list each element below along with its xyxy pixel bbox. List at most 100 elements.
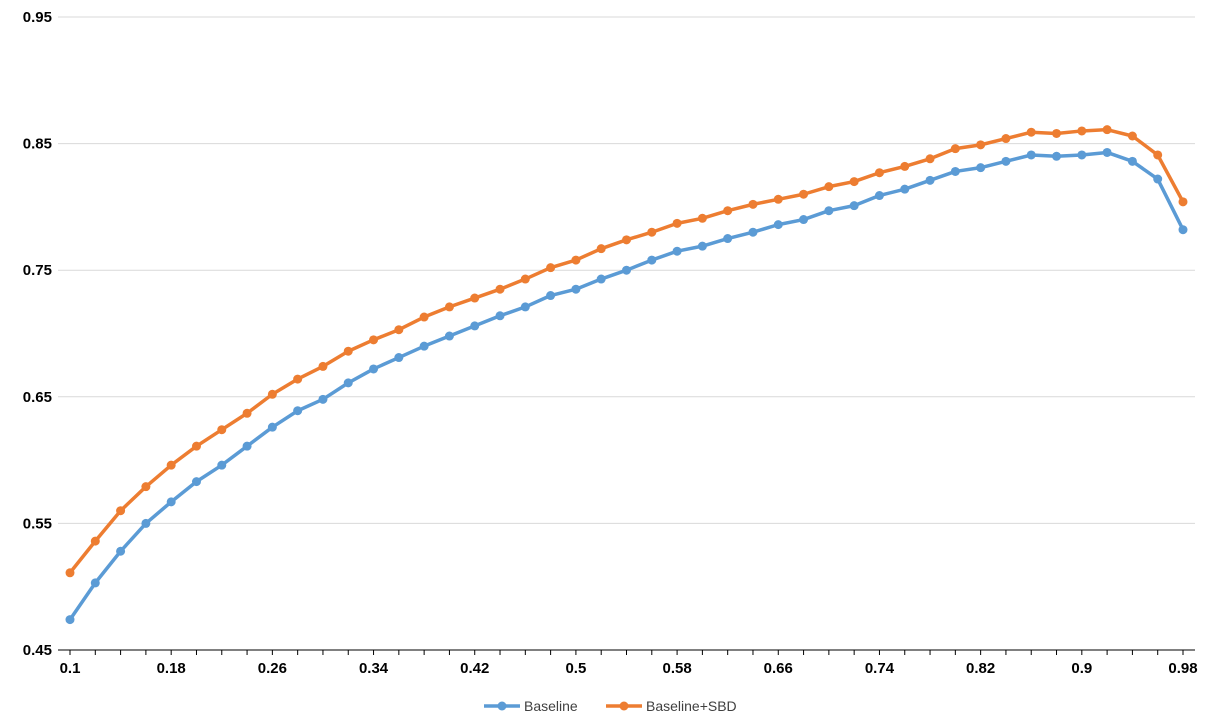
data-point-baseline-sbd	[242, 408, 252, 418]
data-point-baseline	[748, 227, 758, 237]
data-point-baseline-sbd	[622, 235, 631, 245]
data-point-baseline	[191, 477, 201, 487]
data-point-baseline	[1153, 174, 1163, 184]
data-point-baseline	[141, 518, 151, 528]
data-point-baseline-sbd	[596, 244, 606, 254]
data-point-baseline	[470, 321, 480, 331]
data-point-baseline	[90, 578, 100, 588]
legend-swatch-marker	[619, 701, 629, 711]
data-point-baseline	[1052, 151, 1062, 161]
data-point-baseline	[394, 353, 404, 363]
series-line-baseline	[68, 150, 1185, 622]
data-point-baseline	[925, 175, 935, 185]
data-point-baseline-sbd	[394, 325, 404, 335]
data-point-baseline-sbd	[1178, 197, 1188, 207]
data-point-baseline-sbd	[723, 206, 733, 216]
y-tick-label: 0.85	[23, 136, 52, 153]
data-point-baseline	[874, 191, 884, 201]
data-point-baseline-sbd	[141, 482, 151, 492]
data-point-baseline	[622, 265, 631, 275]
data-point-baseline-sbd	[546, 263, 556, 273]
data-point-baseline-sbd	[520, 274, 530, 284]
data-point-baseline-sbd	[672, 218, 682, 228]
data-point-baseline-sbd	[65, 568, 75, 578]
x-tick-label: 0.58	[662, 660, 691, 677]
data-point-baseline-sbd	[571, 255, 581, 265]
data-point-baseline-sbd	[369, 335, 379, 345]
data-point-baseline	[773, 220, 783, 230]
x-tick-label: 0.18	[157, 660, 186, 677]
data-point-baseline-sbd	[343, 346, 353, 356]
data-point-baseline	[596, 274, 606, 284]
data-point-baseline	[343, 378, 353, 388]
data-point-baseline	[318, 394, 328, 404]
series-line-baseline-sbd	[68, 127, 1185, 575]
data-point-baseline	[242, 441, 252, 451]
data-point-baseline-sbd	[318, 361, 328, 371]
data-point-baseline-sbd	[419, 312, 429, 322]
data-point-baseline-sbd	[824, 182, 834, 192]
data-point-baseline	[293, 406, 303, 416]
series-lines	[65, 125, 1188, 625]
data-point-baseline-sbd	[1127, 131, 1137, 141]
data-point-baseline-sbd	[1052, 128, 1062, 138]
data-point-baseline	[1026, 150, 1036, 160]
data-point-baseline	[166, 497, 176, 507]
data-point-baseline	[444, 331, 454, 341]
data-point-baseline	[369, 364, 379, 374]
x-tick-label: 0.5	[565, 660, 586, 677]
data-point-baseline-sbd	[267, 389, 277, 399]
data-point-baseline-sbd	[444, 302, 454, 312]
data-point-baseline-sbd	[773, 194, 783, 204]
data-point-baseline	[976, 163, 986, 173]
data-point-baseline-sbd	[166, 460, 176, 470]
data-point-baseline-sbd	[1153, 150, 1163, 160]
data-point-baseline-sbd	[748, 199, 758, 209]
legend: Baseline Baseline+SBD	[484, 698, 737, 714]
data-point-baseline	[824, 206, 834, 216]
x-tick-label: 0.26	[258, 660, 287, 677]
y-tick-label: 0.45	[23, 642, 52, 659]
data-point-baseline-sbd	[1001, 134, 1011, 144]
data-point-baseline	[217, 460, 227, 470]
x-tick-label: 0.34	[359, 660, 389, 677]
series-baseline	[65, 147, 1188, 625]
legend-swatch-marker	[497, 701, 507, 711]
data-point-baseline	[1001, 156, 1011, 166]
data-point-baseline	[950, 166, 960, 176]
x-tick-label: 0.74	[865, 660, 895, 677]
data-point-baseline-sbd	[900, 161, 910, 171]
data-point-baseline	[697, 241, 707, 251]
data-point-baseline-sbd	[1077, 126, 1087, 136]
y-tick-label: 0.55	[23, 515, 52, 532]
x-tick-label: 0.42	[460, 660, 489, 677]
data-point-baseline	[419, 341, 429, 351]
data-point-baseline	[267, 422, 277, 432]
data-point-baseline	[647, 255, 657, 265]
legend-label: Baseline+SBD	[646, 698, 737, 714]
data-point-baseline	[546, 291, 556, 301]
data-point-baseline	[900, 184, 910, 194]
y-tick-label: 0.75	[23, 262, 52, 279]
data-point-baseline	[65, 615, 75, 625]
data-point-baseline-sbd	[1102, 125, 1112, 135]
data-point-baseline-sbd	[849, 177, 859, 187]
x-tick-label: 0.98	[1168, 660, 1197, 677]
data-point-baseline	[849, 201, 859, 211]
data-point-baseline	[723, 234, 733, 244]
data-point-baseline	[495, 311, 505, 321]
x-tick-label: 0.66	[764, 660, 793, 677]
data-point-baseline-sbd	[1026, 127, 1036, 137]
x-tick-label: 0.82	[966, 660, 995, 677]
data-point-baseline-sbd	[90, 536, 100, 546]
y-tick-label: 0.65	[23, 389, 52, 406]
axes: 0.45 0.55 0.65 0.75 0.85 0.95 0.1 0.18 0.26 0.34 0…	[23, 9, 1198, 677]
legend-item-baseline: Baseline	[484, 698, 578, 714]
data-point-baseline-sbd	[217, 425, 227, 435]
data-point-baseline-sbd	[470, 293, 480, 303]
data-point-baseline-sbd	[799, 189, 809, 199]
data-point-baseline-sbd	[647, 227, 657, 237]
data-point-baseline-sbd	[874, 168, 884, 178]
data-point-baseline	[520, 302, 530, 312]
